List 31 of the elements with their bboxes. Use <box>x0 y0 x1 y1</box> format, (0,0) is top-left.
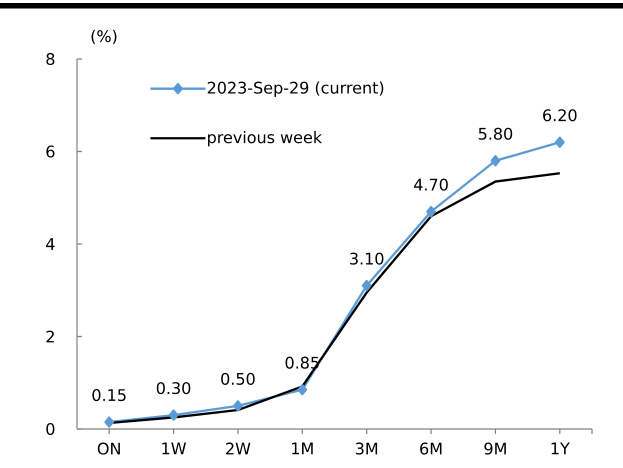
data-label: 6.20 <box>543 109 577 122</box>
point <box>362 280 372 292</box>
point <box>233 400 243 412</box>
legend-label: 2023-Sep-29 (current) <box>208 81 384 97</box>
data-label: 0.15 <box>92 389 126 402</box>
x-tick-label: 1W <box>162 442 186 454</box>
y-tick-label: 2 <box>46 330 54 342</box>
y-tick-label: 6 <box>46 145 54 158</box>
point <box>490 155 500 166</box>
x-tick-label: 1M <box>292 442 313 454</box>
point <box>554 136 565 148</box>
point <box>104 416 114 428</box>
data-label: 0.50 <box>221 372 255 385</box>
data-label: 3.10 <box>350 252 384 265</box>
x-tick-label: 9M <box>484 442 506 455</box>
point <box>426 206 436 218</box>
x-tick-label: ON <box>98 442 120 455</box>
data-label: 5.80 <box>478 128 512 140</box>
point <box>168 409 178 421</box>
x-tick-label: 6M <box>420 442 442 455</box>
x-tick-label: 3M <box>356 442 378 455</box>
legend-label: previous week <box>208 130 322 146</box>
x-tick-label: 2W <box>226 442 250 454</box>
point <box>297 384 308 396</box>
y-tick-label: 8 <box>46 52 54 66</box>
x-tick-label: 1Y <box>552 442 570 454</box>
y-tick-label: 0 <box>46 422 54 436</box>
data-label: 4.70 <box>414 178 448 191</box>
y-tick-label: 4 <box>46 238 55 250</box>
data-label: 0.30 <box>156 382 190 394</box>
y-axis-title: (%) <box>92 30 116 44</box>
